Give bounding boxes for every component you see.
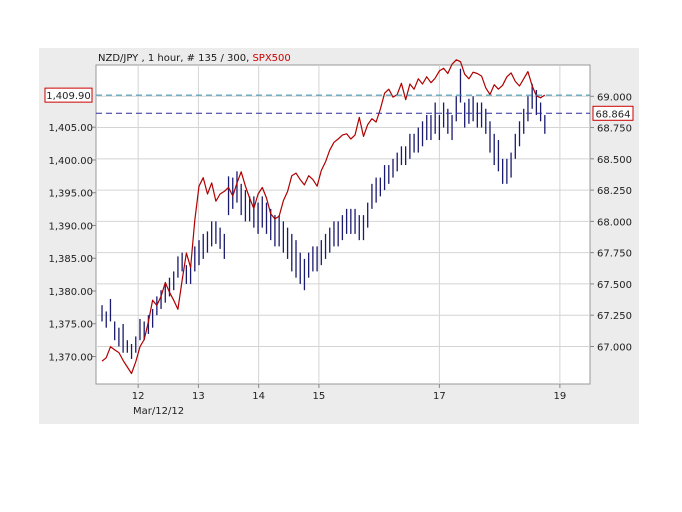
right-last-value-badge <box>592 105 634 121</box>
x-tick-label: 12 <box>132 391 145 402</box>
left-last-value-label: 1,409.90 <box>46 91 91 102</box>
left-tick-label: 1,370.00 <box>48 352 93 363</box>
right-tick-label: 67.750 <box>597 249 632 260</box>
left-last-value-badge <box>44 87 93 103</box>
spx500-line <box>101 59 546 375</box>
left-tick-label: 1,395.00 <box>48 189 93 200</box>
right-tick-label: 67.250 <box>597 311 632 322</box>
left-tick-label: 1,380.00 <box>48 287 93 298</box>
left-tick-label: 1,400.00 <box>48 156 93 167</box>
left-tick-label: 1,375.00 <box>48 320 93 331</box>
left-tick-label: 1,405.00 <box>48 123 93 134</box>
right-tick-label: 67.500 <box>597 280 632 291</box>
right-tick-label: 67.000 <box>597 342 632 353</box>
x-date-label: Mar/12/12 <box>133 406 184 417</box>
chart-title: NZD/JPY , 1 hour, # 135 / 300, SPX500 <box>98 53 291 64</box>
title-compare: SPX500 <box>252 53 290 64</box>
x-tick-label: 13 <box>192 391 205 402</box>
right-axis: 67.000 67.250 67.500 67.750 68.000 68.250 68.5… <box>590 92 632 353</box>
x-tick-label: 15 <box>313 391 326 402</box>
title-details: , 1 hour, # 135 / 300, <box>138 53 252 64</box>
right-tick-label: 68.500 <box>597 155 632 166</box>
x-tick-label: 19 <box>554 391 567 402</box>
right-tick-label: 69.000 <box>597 92 632 103</box>
right-tick-label: 68.000 <box>597 217 632 228</box>
left-axis: 1,370.00 1,375.00 1,380.00 1,385.00 1,390.00… <box>48 123 96 363</box>
title-symbol: NZD/JPY <box>98 53 139 64</box>
last-value-markers: 1,409.90 68.864 <box>44 87 634 121</box>
grid <box>96 65 590 384</box>
right-tick-label: 68.250 <box>597 186 632 197</box>
x-axis: 12 13 14 15 17 19 <box>132 384 566 402</box>
x-tick-label: 14 <box>252 391 265 402</box>
left-tick-label: 1,390.00 <box>48 221 93 232</box>
right-last-value-label: 68.864 <box>596 109 631 120</box>
right-tick-label: 68.750 <box>597 124 632 135</box>
left-tick-label: 1,385.00 <box>48 254 93 265</box>
compare-line-series <box>101 59 546 375</box>
price-bars-series <box>101 68 546 359</box>
x-tick-label: 17 <box>433 391 446 402</box>
